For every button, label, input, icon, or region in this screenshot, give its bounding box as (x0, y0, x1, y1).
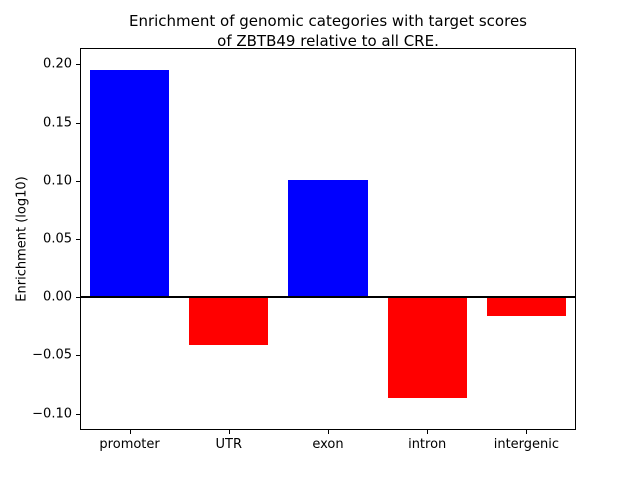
y-tick-label: −0.05 (32, 347, 72, 363)
bar-intergenic (486, 297, 567, 316)
x-tick-mark (328, 430, 329, 434)
y-tick-mark (76, 239, 80, 240)
y-tick-mark (76, 180, 80, 182)
y-tick-mark (76, 297, 80, 299)
x-tick-label-UTR: UTR (215, 437, 243, 452)
zero-line (80, 296, 576, 299)
bar-exon (288, 179, 368, 298)
x-tick-label-intron: intron (408, 437, 447, 452)
y-tick-mark (76, 413, 80, 415)
x-tick-mark (526, 430, 528, 434)
y-axis-label: Enrichment (log10) (14, 176, 30, 302)
y-tick-mark (76, 64, 80, 66)
plot-area (80, 48, 576, 430)
bar-promoter (89, 70, 170, 298)
y-tick-mark (76, 122, 80, 124)
y-tick-label: 0.05 (43, 231, 72, 247)
y-tick-label: 0.15 (43, 115, 72, 131)
chart-title: Enrichment of genomic categories with ta… (128, 12, 527, 50)
y-tick-label: 0.10 (43, 173, 72, 189)
x-tick-label-promoter: promoter (99, 437, 160, 452)
x-tick-mark (427, 430, 429, 434)
bar-intron (387, 297, 467, 399)
y-tick-label: 0.20 (43, 56, 72, 72)
x-tick-mark (228, 430, 230, 434)
x-tick-label-intergenic: intergenic (493, 437, 560, 452)
bar-UTR (189, 297, 269, 345)
y-tick-label: 0.00 (43, 289, 72, 305)
y-tick-label: −0.10 (32, 406, 72, 422)
y-tick-mark (76, 355, 80, 357)
x-tick-mark (129, 430, 131, 434)
x-tick-label-exon: exon (312, 437, 344, 452)
